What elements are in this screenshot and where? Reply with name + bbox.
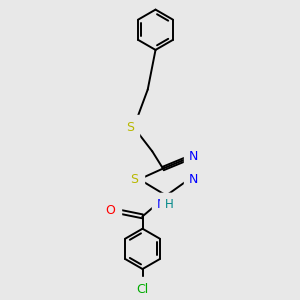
Text: S: S — [126, 121, 134, 134]
Text: N: N — [157, 198, 167, 211]
Text: H: H — [165, 198, 174, 211]
Text: N: N — [189, 150, 199, 163]
Text: N: N — [189, 173, 199, 186]
Text: S: S — [130, 173, 138, 186]
Text: Cl: Cl — [136, 283, 148, 296]
Text: O: O — [105, 204, 115, 217]
